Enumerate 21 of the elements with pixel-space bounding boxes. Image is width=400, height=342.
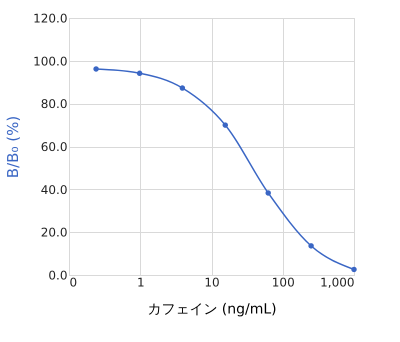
y-tick-label: 40.0	[40, 182, 68, 197]
x-tick-label: 1,000	[320, 276, 354, 290]
y-tick-label: 120.0	[33, 12, 68, 26]
y-tick-label: 60.0	[40, 140, 68, 154]
x-tick-label: 0	[70, 276, 78, 290]
y-tick-label: 80.0	[40, 97, 68, 112]
y-axis-title: B/B₀ (%)	[4, 116, 22, 178]
y-tick-label: 100.0	[33, 54, 68, 68]
x-tick-label: 10	[204, 276, 220, 290]
point	[308, 243, 314, 249]
x-tick-label: 100	[272, 276, 295, 290]
y-tick-label: 20.0	[40, 226, 68, 240]
point	[222, 122, 228, 128]
point	[180, 85, 186, 91]
point	[351, 266, 357, 272]
point	[93, 66, 99, 72]
x-axis-title: カフェイン (ng/mL)	[147, 302, 277, 318]
point	[136, 70, 142, 76]
point	[265, 190, 271, 196]
x-tick-label: 1	[136, 276, 145, 290]
y-tick-label: 0.0	[48, 268, 68, 282]
